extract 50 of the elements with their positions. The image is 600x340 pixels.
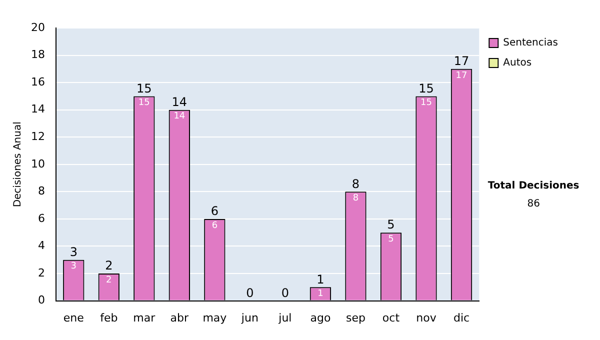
y-axis-title: Decisiones Anual (12, 122, 24, 208)
y-tick-label: 6 (38, 212, 45, 225)
data-label: 15 (138, 98, 150, 108)
data-label: 3 (70, 262, 76, 272)
x-tick-label: oct (382, 311, 400, 324)
y-tick-label: 16 (30, 75, 45, 88)
x-tick-label: feb (100, 311, 118, 324)
y-tick-label: 0 (38, 294, 45, 307)
total-label: 15 (418, 81, 434, 96)
y-tick-label: 4 (38, 239, 45, 252)
x-tick-label: jul (278, 311, 292, 324)
total-label: 5 (387, 218, 395, 232)
text: Total Decisiones (488, 180, 580, 192)
total-label: 14 (172, 94, 188, 109)
total-label: 0 (246, 286, 254, 300)
x-tick-label: ene (63, 311, 84, 324)
x-tick-label: sep (346, 311, 366, 324)
x-tick-label: ago (310, 311, 331, 324)
x-tick-label: nov (416, 311, 437, 324)
data-label: 1 (318, 289, 324, 300)
text: 86 (527, 198, 540, 210)
data-label: 8 (352, 194, 359, 204)
data-label: 17 (456, 70, 468, 81)
x-tick-label: jun (240, 311, 258, 324)
data-label: 15 (420, 98, 432, 108)
y-tick-label: 2 (38, 266, 45, 280)
total-label: 1 (316, 272, 324, 286)
total-label: 6 (210, 204, 218, 218)
y-tick-label: 10 (30, 157, 45, 170)
x-tick-label: mar (133, 311, 156, 324)
legend-label: Autos (503, 58, 532, 69)
x-tick-label: abr (170, 311, 190, 324)
x-tick-label: dic (453, 311, 470, 324)
data-label: 5 (388, 234, 394, 244)
y-tick-label: 14 (30, 102, 45, 116)
y-tick-label: 18 (30, 48, 45, 62)
total-label: 2 (105, 258, 113, 273)
y-tick-label: 20 (30, 20, 45, 34)
data-label: 14 (174, 112, 186, 122)
total-label: 3 (70, 245, 78, 260)
total-label: 17 (454, 54, 470, 68)
total-label: 8 (352, 176, 360, 191)
total-label: 0 (281, 286, 290, 300)
y-tick-label: 12 (30, 130, 45, 143)
y-tick-label: 8 (38, 184, 45, 198)
total-label: 15 (136, 81, 152, 96)
data-label: 2 (106, 275, 112, 286)
legend-label: Sentencias (503, 38, 558, 49)
x-tick-label: may (202, 311, 228, 324)
data-label: 6 (212, 220, 218, 231)
